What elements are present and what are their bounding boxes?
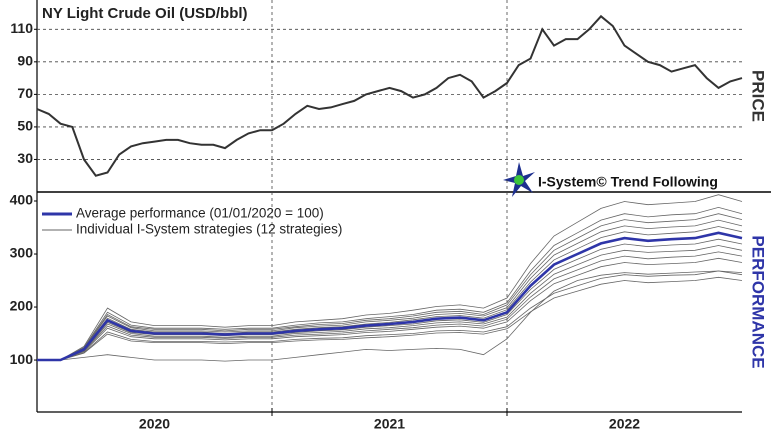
strategy-line [37,219,743,361]
y-tick-label: 400 [10,192,34,208]
y-tick-label: 300 [10,245,34,261]
y-tick-label: 100 [10,351,34,367]
strategy-line [37,206,743,361]
y-tick-label: 90 [17,53,33,69]
strategy-line [37,194,743,361]
x-tick-label: 2020 [139,416,170,432]
strategy-line [37,270,743,362]
strategy-line [37,213,743,361]
strategy-line [37,276,743,361]
logo-dot [514,175,524,185]
logo: I-System© Trend Following [503,162,718,197]
price-label: PRICE [749,70,768,122]
logo-text: I-System© Trend Following [538,174,718,190]
y-tick-label: 110 [10,20,33,36]
legend-label: Average performance (01/01/2020 = 100) [76,206,324,221]
y-tick-label: 70 [17,85,33,101]
y-tick-label: 200 [10,298,34,314]
legend-label: Individual I-System strategies (12 strat… [76,222,342,237]
x-tick-label: 2022 [609,416,640,432]
strategy-line [37,226,743,361]
chart-title: NY Light Crude Oil (USD/bbl) [42,5,248,22]
y-tick-label: 50 [17,118,33,134]
price-line [36,14,743,177]
strategy-line [37,245,743,361]
average-line [37,231,743,362]
x-tick-label: 2021 [374,416,405,432]
strategy-line [37,251,743,361]
strategy-line [37,257,743,361]
performance-label: PERFORMANCE [749,235,768,368]
y-tick-label: 30 [17,150,33,166]
strategy-line [37,270,743,361]
